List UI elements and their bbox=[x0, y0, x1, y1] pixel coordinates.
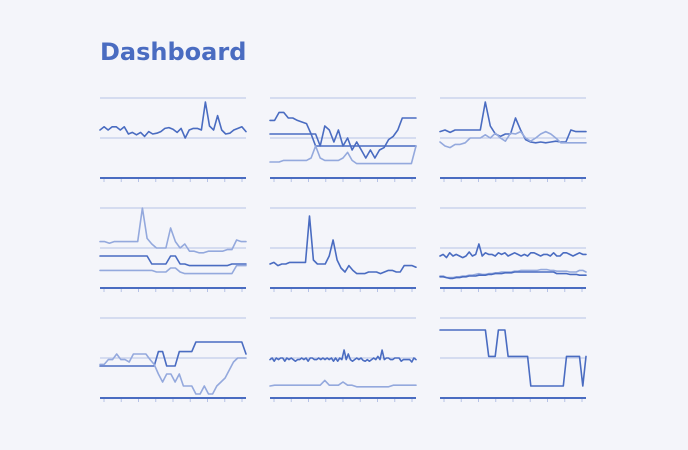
chart-panel-5 bbox=[269, 207, 417, 292]
series-line-2 bbox=[99, 255, 247, 267]
chart-panel-1 bbox=[99, 97, 247, 182]
series-line-1 bbox=[439, 243, 587, 259]
series-line-2 bbox=[99, 353, 247, 395]
chart-panel-8 bbox=[269, 317, 417, 402]
series-line-3 bbox=[99, 264, 247, 275]
chart-panel-2 bbox=[269, 97, 417, 182]
page-title: Dashboard bbox=[100, 38, 247, 66]
chart-panel-3 bbox=[439, 97, 587, 182]
series-line-1 bbox=[99, 101, 247, 139]
series-line-3 bbox=[269, 145, 417, 165]
series-line-1 bbox=[99, 207, 247, 254]
series-line-1 bbox=[439, 101, 587, 144]
series-line-2 bbox=[439, 130, 587, 149]
series-line-1 bbox=[269, 215, 417, 275]
chart-panel-6 bbox=[439, 207, 587, 292]
series-line-3 bbox=[439, 271, 587, 280]
series-line-2 bbox=[269, 133, 417, 147]
chart-panel-7 bbox=[99, 317, 247, 402]
chart-panel-9 bbox=[439, 317, 587, 402]
series-line-2 bbox=[269, 379, 417, 388]
chart-panel-4 bbox=[99, 207, 247, 292]
series-line-1 bbox=[269, 349, 417, 363]
series-line-1 bbox=[99, 341, 247, 367]
series-line-1 bbox=[269, 111, 417, 159]
series-line-1 bbox=[439, 329, 587, 387]
